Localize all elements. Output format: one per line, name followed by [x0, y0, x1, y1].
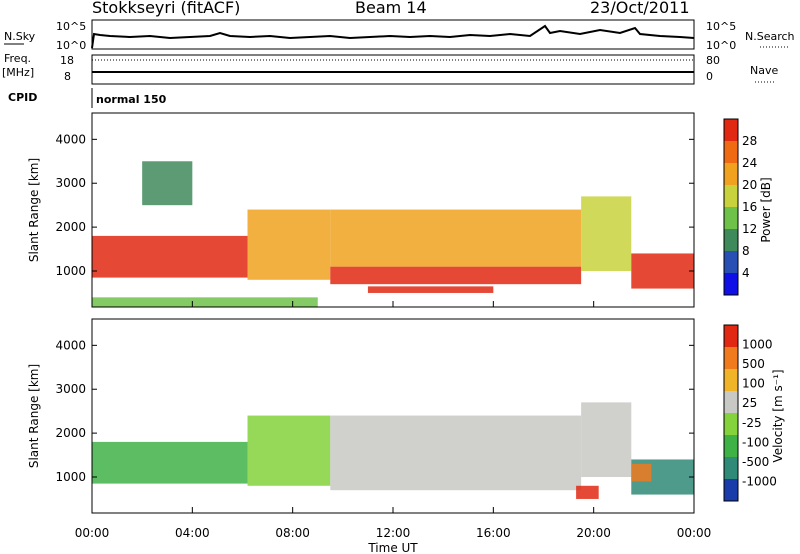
velocity-colorbar-segment: [724, 391, 738, 414]
x-tick-label: 04:00: [175, 526, 210, 540]
nsky-label: N.Sky: [4, 30, 36, 43]
power-colorbar-tick: 8: [742, 244, 750, 258]
station-title: Stokkseyri (fitACF): [92, 0, 240, 17]
velocity-heatmap: [92, 402, 694, 499]
velocity-region-6: [631, 463, 652, 482]
nave-tick-bottom: 0: [706, 70, 713, 83]
power-colorbar-tick: 4: [742, 266, 750, 280]
velocity-colorbar-tick: -25: [742, 416, 762, 430]
velocity-colorbar-tick: 100: [742, 377, 765, 391]
velocity-colorbar-segment: [724, 369, 738, 392]
power-colorbar-segment: [724, 141, 738, 164]
power-colorbar-tick: 24: [742, 156, 757, 170]
cpid-label: CPID: [8, 91, 37, 104]
power-ytick-label: 4000: [55, 132, 86, 146]
velocity-ytick-label: 4000: [55, 338, 86, 352]
freq-tick-bottom: 8: [64, 70, 71, 83]
noise-tick-bottom-right: 10^0: [706, 39, 736, 52]
date-title: 23/Oct/2011: [590, 0, 690, 17]
power-colorbar-tick: 28: [742, 134, 757, 148]
velocity-colorbar-segment: [724, 413, 738, 436]
x-tick-label: 00:00: [75, 526, 110, 540]
nsearch-label: N.Search: [745, 30, 795, 43]
power-colorbar-tick: 12: [742, 222, 757, 236]
power-colorbar-segment: [724, 119, 738, 142]
power-region-2: [330, 266, 582, 285]
freq-strip-frame: [91, 54, 695, 85]
x-tick-label: 08:00: [275, 526, 310, 540]
nave-label: Nave: [750, 64, 778, 77]
velocity-region-3: [581, 402, 632, 478]
power-region-0: [92, 235, 248, 278]
velocity-colorbar-segment: [724, 347, 738, 370]
power-ylabel: Slant Range [km]: [27, 158, 41, 262]
velocity-ytick-label: 1000: [55, 470, 86, 484]
x-axis-label: Time UT: [367, 541, 418, 554]
power-ytick-label: 2000: [55, 220, 86, 234]
velocity-colorbar-segment: [724, 325, 738, 348]
velocity-ytick-label: 2000: [55, 426, 86, 440]
freq-label: Freq.: [4, 52, 31, 65]
velocity-ylabel: Slant Range [km]: [27, 364, 41, 468]
power-heatmap: [92, 161, 694, 307]
power-colorbar-tick: 16: [742, 200, 757, 214]
power-region-7: [142, 161, 193, 206]
x-tick-label: 00:00: [677, 526, 712, 540]
velocity-colorbar-tick: -1000: [742, 474, 777, 488]
power-region-3: [330, 209, 582, 267]
nave-tick-top: 80: [706, 54, 720, 67]
freq-tick-top: 18: [60, 54, 74, 67]
velocity-colorbar-tick: 25: [742, 396, 757, 410]
power-colorbar-segment: [724, 207, 738, 230]
velocity-colorbar-segment: [724, 457, 738, 480]
power-region-8: [92, 297, 318, 307]
power-colorbar-segment: [724, 163, 738, 186]
velocity-region-5: [576, 485, 599, 499]
power-region-4: [367, 286, 494, 293]
noise-tick-top-left: 10^5: [56, 20, 86, 33]
velocity-ytick-label: 3000: [55, 382, 86, 396]
power-colorbar-segment: [724, 273, 738, 296]
x-tick-label: 20:00: [576, 526, 611, 540]
power-region-1: [247, 209, 331, 280]
velocity-colorbar-tick: 1000: [742, 338, 773, 352]
velocity-colorbar-label: Velocity [m s⁻¹]: [771, 369, 785, 462]
power-region-5: [581, 196, 632, 272]
noise-tick-bottom-left: 10^0: [56, 39, 86, 52]
freq-unit-label: [MHz]: [2, 66, 34, 79]
power-ytick-label: 3000: [55, 176, 86, 190]
velocity-colorbar-tick: 500: [742, 357, 765, 371]
power-ytick-label: 1000: [55, 264, 86, 278]
power-region-6: [631, 253, 694, 289]
noise-strip-frame: [91, 19, 695, 50]
velocity-region-1: [247, 415, 331, 486]
power-colorbar-segment: [724, 185, 738, 208]
cpid-value: normal 150: [96, 93, 167, 106]
velocity-colorbar-segment: [724, 479, 738, 502]
x-tick-label: 12:00: [376, 526, 411, 540]
velocity-colorbar-segment: [724, 435, 738, 458]
x-tick-label: 16:00: [476, 526, 511, 540]
velocity-region-2: [330, 415, 582, 491]
beam-title: Beam 14: [355, 0, 427, 17]
power-colorbar-frame: [723, 118, 739, 296]
power-colorbar-label: Power [dB]: [759, 177, 773, 242]
power-colorbar-segment: [724, 229, 738, 252]
noise-sky-trace: [91, 24, 695, 49]
velocity-colorbar-tick: -100: [742, 435, 769, 449]
velocity-region-0: [92, 441, 248, 484]
velocity-colorbar-frame: [723, 324, 739, 502]
velocity-colorbar-tick: -500: [742, 455, 769, 469]
power-colorbar-tick: 20: [742, 178, 757, 192]
noise-tick-top-right: 10^5: [706, 20, 736, 33]
power-colorbar-segment: [724, 251, 738, 274]
